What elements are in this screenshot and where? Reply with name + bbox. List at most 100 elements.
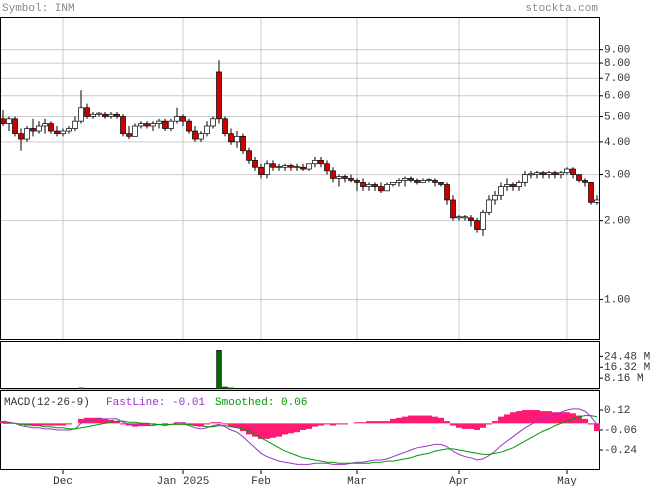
candle-body: [84, 107, 90, 117]
candle-body: [474, 220, 480, 230]
candle-body: [204, 125, 210, 135]
histogram-bar: [378, 421, 384, 424]
candle-body: [558, 172, 564, 175]
histogram-bar: [252, 423, 258, 437]
y-tick-label: 24.48 M: [604, 351, 650, 363]
volume-bar: [84, 388, 90, 390]
y-tick-label: 1.00: [604, 294, 630, 306]
candle-body: [408, 178, 414, 181]
candle-body: [384, 184, 390, 192]
candle-body: [324, 163, 330, 172]
candle-body: [486, 199, 492, 213]
candle-body: [420, 180, 426, 183]
histogram-bar: [582, 418, 588, 424]
x-tick-label: May: [557, 476, 577, 486]
y-tick-label: 8.16 M: [604, 373, 644, 385]
candle-body: [366, 184, 372, 187]
macd-line: [2, 408, 598, 465]
candle-body: [504, 184, 510, 187]
candle-body: [432, 180, 438, 183]
histogram-bar: [48, 423, 54, 426]
histogram-bar: [318, 423, 324, 426]
candle-body: [498, 186, 504, 196]
histogram-bar: [594, 423, 600, 432]
histogram-bar: [372, 421, 378, 424]
candle-body: [96, 112, 102, 115]
histogram-bar: [354, 422, 360, 424]
histogram-bar: [360, 422, 366, 424]
histogram-bar: [42, 423, 48, 426]
site-label: stockta.com: [525, 3, 598, 15]
volume-bar: [78, 387, 84, 390]
candle-body: [414, 180, 420, 183]
candle-body: [234, 135, 240, 143]
histogram-bar: [258, 423, 264, 439]
volume-bar: [222, 386, 228, 390]
histogram-bar: [96, 417, 102, 424]
histogram-bar: [90, 417, 96, 424]
candle-body: [516, 182, 522, 187]
histogram-bar: [174, 422, 180, 424]
histogram-bar: [414, 415, 420, 424]
candle-body: [372, 184, 378, 187]
histogram-bar: [240, 423, 246, 432]
panel: [0, 17, 600, 340]
histogram-bar: [216, 422, 222, 424]
candle-body: [294, 166, 300, 168]
candle-body: [444, 184, 450, 201]
y-tick-label: 9.00: [604, 45, 630, 57]
candle-body: [168, 120, 174, 129]
candle-body: [228, 133, 234, 143]
macd-line: [3, 415, 598, 464]
y-tick-label: -0.06: [604, 425, 637, 437]
histogram-bar: [162, 423, 168, 425]
candle-body: [258, 166, 264, 175]
candle-body: [246, 150, 252, 161]
candle-body: [354, 180, 360, 183]
candle-body: [180, 116, 186, 122]
histogram-bar: [330, 423, 336, 426]
volume-bar: [228, 387, 234, 390]
panel: [0, 341, 600, 389]
y-tick-label: 3.00: [604, 169, 630, 181]
histogram-bar: [30, 423, 36, 426]
candle-body: [186, 120, 192, 132]
histogram-bar: [36, 423, 42, 426]
candle-body: [78, 107, 84, 122]
histogram-bar: [282, 423, 288, 435]
volume-bar: [588, 388, 594, 390]
candle-body: [396, 180, 402, 183]
candle-body: [480, 212, 486, 230]
histogram-bar: [558, 412, 564, 424]
candle-body: [582, 180, 588, 183]
histogram-bar: [402, 416, 408, 424]
histogram-bar: [390, 418, 396, 424]
histogram-bar: [180, 422, 186, 424]
candle-body: [456, 216, 462, 219]
candle-body: [54, 130, 60, 135]
candle-body: [540, 172, 546, 175]
volume-bar: [252, 388, 258, 390]
candle-body: [174, 116, 180, 122]
macd-title: MACD(12-26-9): [4, 397, 90, 409]
candle-body: [300, 166, 306, 170]
candle-body: [492, 194, 498, 201]
candle-body: [468, 217, 474, 222]
candle-body: [336, 176, 342, 179]
volume-bar: [246, 388, 252, 390]
histogram-bar: [498, 416, 504, 424]
candle-body: [144, 123, 150, 127]
candle-body: [66, 128, 72, 132]
candle-body: [264, 163, 270, 175]
candle-body: [564, 168, 570, 174]
histogram-bar: [228, 423, 234, 427]
histogram-bar: [474, 423, 480, 430]
candle-body: [24, 128, 30, 140]
x-tick-label: Mar: [347, 476, 367, 486]
histogram-bar: [102, 418, 108, 424]
candle-body: [18, 133, 24, 140]
candle-body: [348, 178, 354, 181]
histogram-bar: [504, 414, 510, 424]
